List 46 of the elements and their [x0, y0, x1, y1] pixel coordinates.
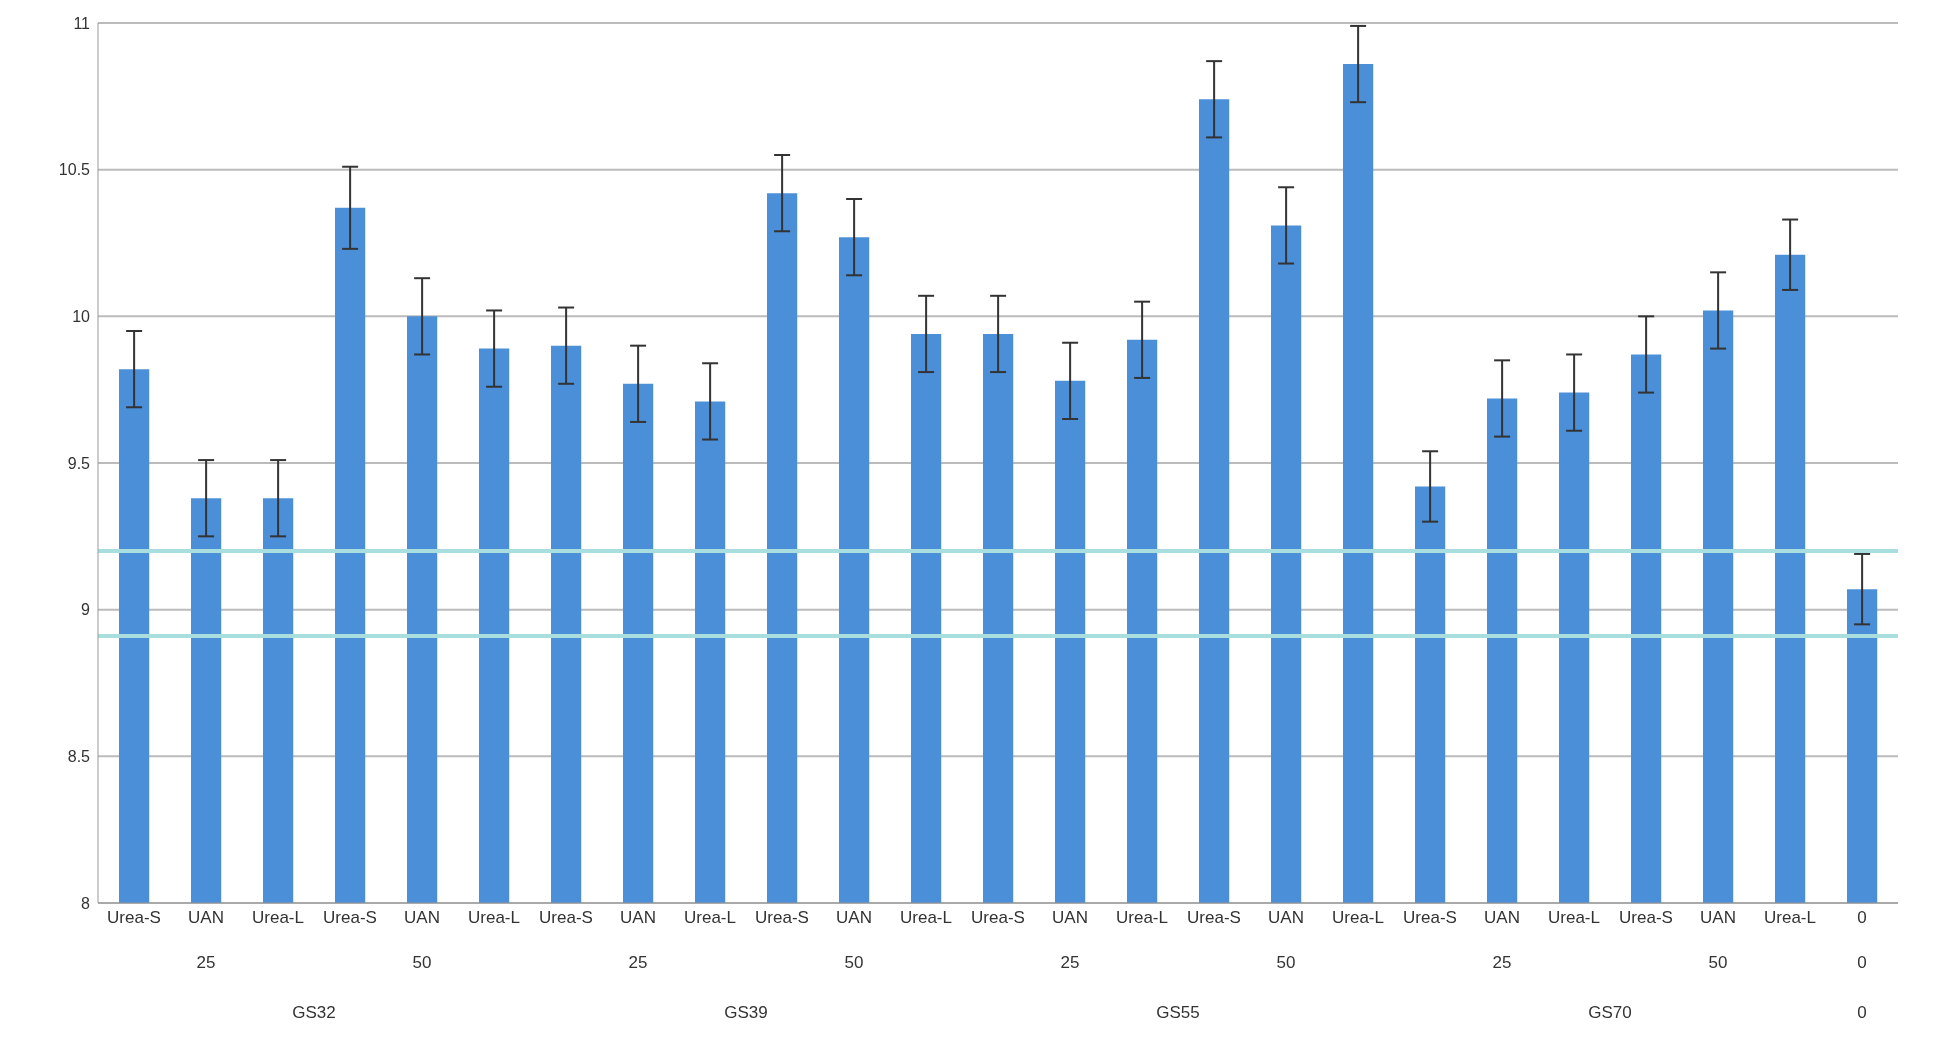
x-tick-label: Urea-L [1548, 908, 1600, 928]
x-tick-label: UAN [1484, 908, 1520, 928]
y-tick-label: 10 [72, 308, 91, 326]
x-tick-label: UAN [620, 908, 656, 928]
x-tick-label: Urea-L [468, 908, 520, 928]
x-tick-label: Urea-L [1332, 908, 1384, 928]
x-tick-label: UAN [1268, 908, 1304, 928]
y-tick-label: 9 [81, 601, 91, 619]
text: 25 [1491, 953, 1513, 973]
text: GS32 [291, 1003, 337, 1023]
x-tick-label: Urea-S [1619, 908, 1673, 928]
x-tick-label: Urea-L [1116, 908, 1168, 928]
y-tick-label: 10.5 [58, 161, 91, 179]
text: 50 [1275, 953, 1297, 973]
text: GS39 [723, 1003, 769, 1023]
text: 0 [1856, 953, 1868, 973]
x-tick-label: UAN [188, 908, 224, 928]
x-tick-label: Urea-L [684, 908, 736, 928]
x-tick-label: UAN [836, 908, 872, 928]
y-tick-label: 8 [81, 894, 91, 912]
text: 50 [411, 953, 433, 973]
x-tick-label: Urea-S [971, 908, 1025, 928]
x-tick-label: Urea-S [323, 908, 377, 928]
y-tick-label: 8.5 [67, 748, 91, 766]
text: GS70 [1587, 1003, 1633, 1023]
x-tick-label: UAN [1700, 908, 1736, 928]
text: 50 [843, 953, 865, 973]
x-tick-label: Urea-S [539, 908, 593, 928]
x-tick-label: Urea-S [1403, 908, 1457, 928]
text: GS55 [1155, 1003, 1201, 1023]
x-tick-label: Urea-L [252, 908, 304, 928]
x-tick-label: Urea-L [900, 908, 952, 928]
y-tick-label: 11 [73, 14, 91, 32]
text: 0 [1856, 1003, 1868, 1023]
x-tick-label: UAN [404, 908, 440, 928]
x-tick-label: Urea-S [1187, 908, 1241, 928]
x-tick-label: Urea-S [755, 908, 809, 928]
x-tick-label: UAN [1052, 908, 1088, 928]
y-tick-label: 9.5 [67, 454, 91, 472]
text: 25 [195, 953, 217, 973]
x-tick-label: Urea-L [1764, 908, 1816, 928]
x-tick-label: 0 [1857, 908, 1867, 928]
x-tick-label: Urea-S [107, 908, 161, 928]
text: 25 [627, 953, 649, 973]
text: 25 [1059, 953, 1081, 973]
text: 50 [1707, 953, 1729, 973]
